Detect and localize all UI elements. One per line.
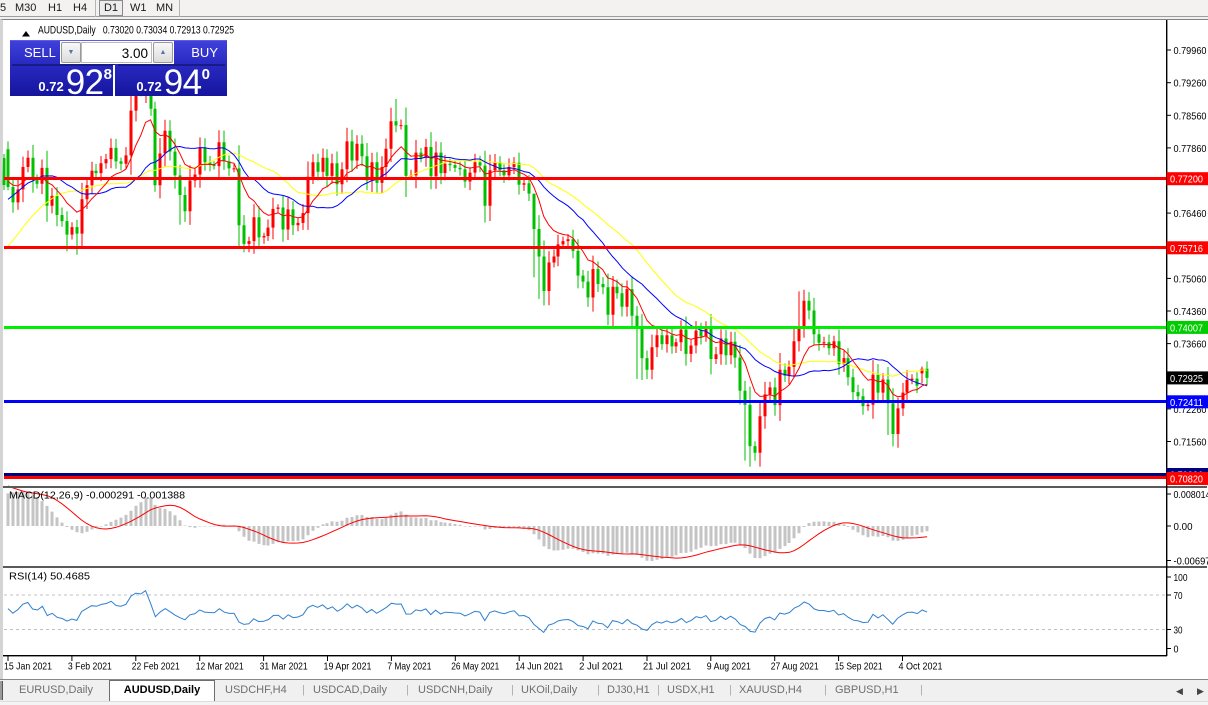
svg-text:0.74360: 0.74360 <box>1174 306 1207 318</box>
svg-text:0.79960: 0.79960 <box>1174 45 1207 57</box>
svg-text:0.72411: 0.72411 <box>1170 397 1203 409</box>
svg-text:21 Jul 2021: 21 Jul 2021 <box>643 661 691 673</box>
svg-text:15 Sep 2021: 15 Sep 2021 <box>835 661 883 673</box>
svg-text:26 May 2021: 26 May 2021 <box>451 661 499 673</box>
svg-text:-0.00697: -0.00697 <box>1174 556 1208 568</box>
svg-text:0.75060: 0.75060 <box>1174 273 1207 285</box>
svg-text:0.008014: 0.008014 <box>1174 489 1208 501</box>
svg-text:100: 100 <box>1174 572 1188 584</box>
svg-text:0.76460: 0.76460 <box>1174 208 1207 220</box>
svg-text:RSI(14) 50.4685: RSI(14) 50.4685 <box>9 571 90 583</box>
svg-text:MACD(12,26,9) -0.000291 -0.001: MACD(12,26,9) -0.000291 -0.001388 <box>9 490 185 502</box>
svg-text:0.73660: 0.73660 <box>1174 339 1207 351</box>
svg-text:AUDUSD,Daily 0.73020 0.73034: AUDUSD,Daily 0.73020 0.73034 0.72913 0.7… <box>38 25 234 37</box>
svg-text:0.71560: 0.71560 <box>1174 437 1207 449</box>
svg-text:9 Aug 2021: 9 Aug 2021 <box>707 661 751 673</box>
svg-text:15 Jan 2021: 15 Jan 2021 <box>4 661 52 673</box>
svg-text:0.77200: 0.77200 <box>1170 174 1203 186</box>
svg-text:22 Feb 2021: 22 Feb 2021 <box>132 661 180 673</box>
svg-text:14 Jun 2021: 14 Jun 2021 <box>515 661 563 673</box>
svg-text:3 Feb 2021: 3 Feb 2021 <box>68 661 112 673</box>
svg-text:7 May 2021: 7 May 2021 <box>387 661 431 673</box>
svg-text:0.79260: 0.79260 <box>1174 78 1207 90</box>
svg-text:31 Mar 2021: 31 Mar 2021 <box>260 661 308 673</box>
svg-text:30: 30 <box>1174 625 1183 637</box>
svg-text:0.75716: 0.75716 <box>1170 243 1203 255</box>
svg-text:27 Aug 2021: 27 Aug 2021 <box>771 661 819 673</box>
svg-text:0.77860: 0.77860 <box>1174 143 1207 155</box>
svg-text:0.70820: 0.70820 <box>1170 474 1203 486</box>
svg-text:19 Apr 2021: 19 Apr 2021 <box>324 661 372 673</box>
svg-text:0.72925: 0.72925 <box>1170 373 1203 385</box>
svg-text:0.74007: 0.74007 <box>1170 322 1203 334</box>
svg-text:0: 0 <box>1174 644 1179 656</box>
svg-text:0.00: 0.00 <box>1174 521 1193 533</box>
svg-text:12 Mar 2021: 12 Mar 2021 <box>196 661 244 673</box>
svg-text:4 Oct 2021: 4 Oct 2021 <box>899 661 943 673</box>
svg-text:2 Jul 2021: 2 Jul 2021 <box>579 661 623 673</box>
svg-text:70: 70 <box>1174 590 1183 602</box>
svg-text:0.78560: 0.78560 <box>1174 110 1207 122</box>
